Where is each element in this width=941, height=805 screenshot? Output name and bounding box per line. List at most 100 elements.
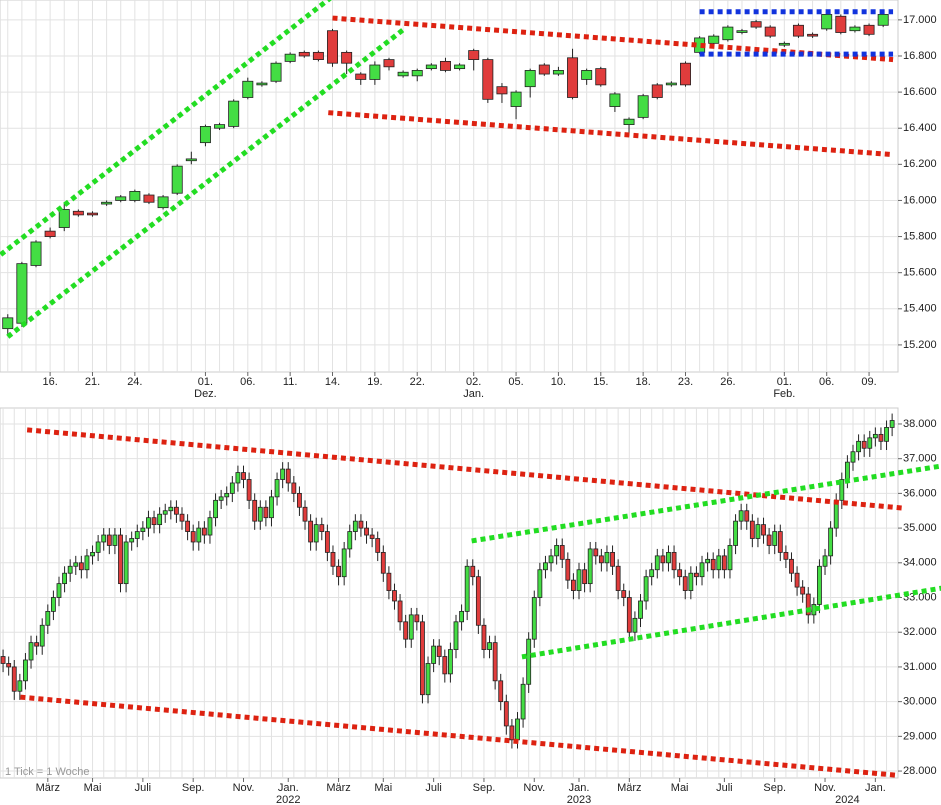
x-tick-label: 19.	[367, 376, 382, 388]
y-tick-label: 31.000	[903, 661, 937, 673]
candle-body	[722, 26, 734, 41]
candle-body	[23, 659, 28, 682]
trendline	[6, 27, 405, 339]
y-tick-label: 16.600	[903, 86, 937, 98]
candle-body	[168, 506, 174, 512]
candle-body	[496, 86, 508, 95]
candle-body	[595, 68, 607, 86]
candle-body	[828, 527, 834, 557]
candle-body	[861, 440, 867, 449]
candle-body	[598, 555, 604, 564]
y-tick-label: 36.000	[903, 487, 937, 499]
x-group-label: 2022	[276, 794, 300, 805]
y-tick-label: 32.000	[903, 626, 937, 638]
candle-body	[794, 572, 800, 588]
candle-body	[783, 551, 789, 560]
candle-body	[383, 59, 395, 68]
candle-body	[17, 680, 23, 692]
candle-body	[464, 565, 470, 612]
y-tick-label: 17.000	[903, 14, 937, 26]
candle-body	[106, 534, 112, 546]
candle-body	[677, 569, 683, 578]
candle-body	[140, 527, 146, 532]
candle-body	[778, 42, 790, 46]
candle-body	[241, 472, 246, 480]
x-tick-label: 02.	[466, 376, 481, 388]
candle-body	[190, 531, 196, 543]
candle-body	[510, 91, 522, 107]
candle-body	[877, 14, 889, 26]
candle-body	[308, 520, 314, 543]
candle-body	[721, 555, 727, 571]
x-tick-label: März	[617, 782, 641, 794]
candle-body	[665, 82, 677, 86]
candle-body	[185, 520, 191, 532]
candle-body	[420, 621, 425, 696]
candle-body	[538, 64, 550, 75]
candle-body	[632, 617, 638, 633]
x-tick-label: März	[36, 782, 60, 794]
candle-body	[884, 427, 889, 442]
candle-body	[537, 569, 543, 598]
x-group-label: Dez.	[194, 388, 217, 400]
candle-body	[369, 534, 375, 539]
candle-body	[146, 517, 151, 529]
x-tick-label: Mai	[671, 782, 689, 794]
candle-body	[291, 482, 297, 494]
candle-body	[872, 433, 878, 439]
candle-body	[821, 14, 833, 30]
candle-body	[459, 610, 464, 623]
candle-body	[16, 263, 28, 324]
y-tick-label: 15.400	[903, 303, 937, 315]
candle-body	[716, 555, 722, 571]
y-tick-label: 15.800	[903, 230, 937, 242]
candle-body	[199, 126, 211, 144]
candle-body	[67, 565, 73, 574]
y-tick-label: 37.000	[903, 453, 937, 465]
candle-body	[39, 624, 45, 647]
x-tick-label: 11.	[283, 376, 297, 388]
candles	[2, 12, 889, 335]
candle-body	[454, 64, 466, 70]
candle-body	[327, 30, 338, 64]
candle-body	[699, 562, 705, 578]
candle-body	[218, 496, 224, 501]
candle-body	[214, 124, 226, 129]
candle-body	[319, 524, 325, 532]
candle-body	[744, 510, 750, 522]
candle-body	[694, 572, 699, 578]
candle-body	[86, 212, 98, 216]
candle-body	[436, 645, 442, 657]
x-tick-label: Sep.	[473, 782, 496, 794]
candle-body	[710, 558, 716, 571]
candle-body	[733, 520, 738, 546]
candle-body	[352, 520, 358, 532]
x-tick-label: Juli	[135, 782, 152, 794]
x-tick-label: 23.	[678, 376, 693, 388]
candle-body	[392, 590, 397, 602]
candle-body	[889, 420, 895, 428]
candle-body	[34, 642, 40, 647]
candle-body	[298, 51, 310, 57]
x-tick-label: Nov.	[814, 782, 836, 794]
candle-body	[28, 642, 34, 661]
candle-body	[520, 683, 526, 720]
candle-body	[482, 59, 494, 100]
y-tick-label: 16.800	[903, 50, 937, 62]
candle-body	[118, 534, 123, 585]
candle-body	[531, 597, 537, 640]
candle-body	[738, 510, 744, 522]
y-tick-label: 34.000	[903, 557, 937, 569]
candle-body	[284, 53, 296, 62]
candle-body	[242, 80, 254, 98]
candle-body	[849, 26, 861, 32]
candle-body	[554, 545, 560, 557]
candle-body	[615, 565, 621, 591]
y-tick-label: 16.000	[903, 194, 937, 206]
candle-body	[766, 534, 772, 546]
candle-body	[593, 548, 599, 557]
candle-body	[800, 586, 806, 595]
candle-body	[576, 569, 582, 591]
x-tick-label: 15.	[593, 376, 608, 388]
